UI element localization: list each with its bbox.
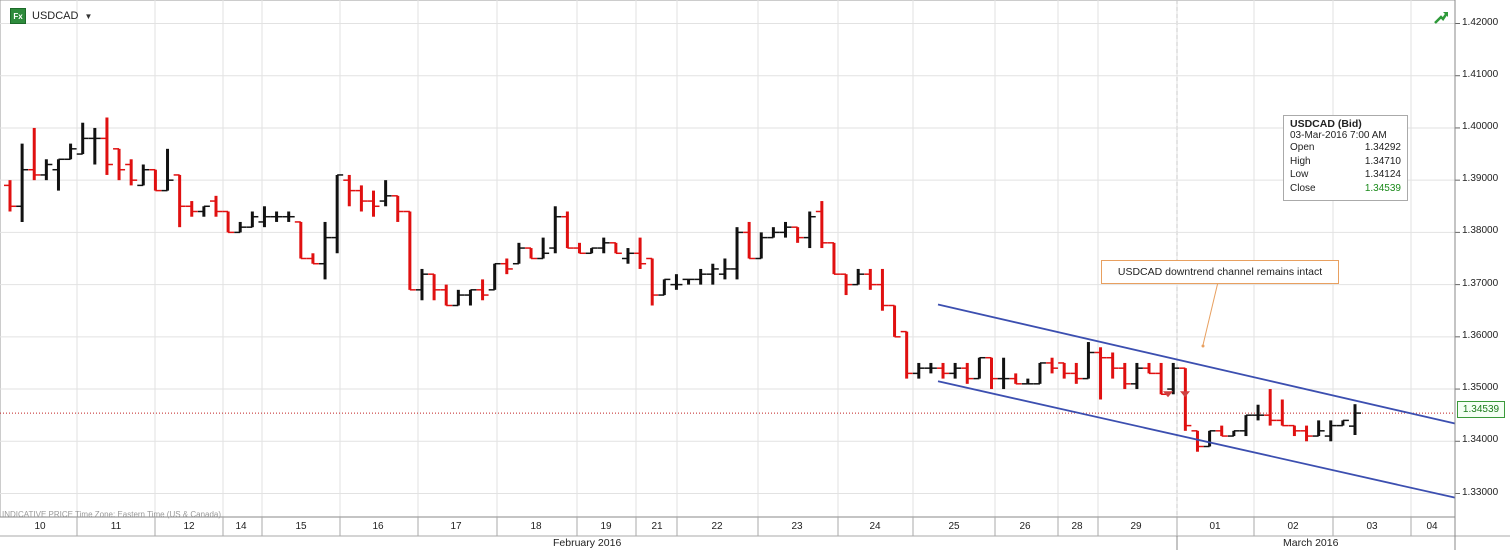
- x-tick-label: 17: [450, 521, 462, 532]
- x-tick-label: 11: [110, 521, 122, 532]
- month-label: March 2016: [1283, 537, 1339, 549]
- x-tick-label: 12: [183, 521, 195, 532]
- annotation-pointer: [1202, 281, 1219, 346]
- x-tick-label: 02: [1287, 521, 1299, 532]
- x-tick-label: 28: [1071, 521, 1083, 532]
- x-tick-label: 10: [34, 521, 46, 532]
- symbol-label: USDCAD: [32, 10, 79, 22]
- ohlc-tooltip: USDCAD (Bid) 03-Mar-2016 7:00 AM Open 1.3…: [1283, 115, 1408, 201]
- x-tick-label: 16: [372, 521, 384, 532]
- y-tick-label: 1.42000: [1462, 16, 1499, 28]
- signal-marker: [1180, 391, 1190, 398]
- x-tick-label: 14: [235, 521, 247, 532]
- channel-lower-line: [937, 380, 1456, 499]
- channel-upper-line: [937, 303, 1456, 425]
- month-label: February 2016: [553, 537, 622, 549]
- y-tick-label: 1.38000: [1462, 225, 1499, 237]
- y-tick-label: 1.34000: [1462, 434, 1499, 446]
- trend-up-icon[interactable]: [1432, 8, 1450, 26]
- signal-marker: [1163, 391, 1173, 398]
- y-tick-label: 1.41000: [1462, 68, 1499, 80]
- y-tick-label: 1.36000: [1462, 329, 1499, 341]
- y-tick-label: 1.33000: [1462, 486, 1499, 498]
- x-tick-label: 18: [530, 521, 542, 532]
- x-tick-label: 26: [1019, 521, 1031, 532]
- annotation-pointer-dot: [1201, 344, 1205, 348]
- y-tick-label: 1.35000: [1462, 382, 1499, 394]
- x-tick-label: 15: [295, 521, 307, 532]
- y-tick-label: 1.39000: [1462, 173, 1499, 185]
- x-tick-label: 24: [869, 521, 881, 532]
- footer-info: INDICATIVE PRICE Time Zone: Eastern Time…: [2, 510, 222, 519]
- trend-annotation: USDCAD downtrend channel remains intact: [1101, 260, 1339, 284]
- tooltip-row-close: Close 1.34539: [1290, 182, 1401, 194]
- x-tick-label: 19: [600, 521, 612, 532]
- caret-down-icon[interactable]: ▼: [84, 11, 93, 21]
- x-tick-label: 22: [711, 521, 723, 532]
- tooltip-row-high: High 1.34710: [1290, 155, 1401, 167]
- last-price-label: 1.34539: [1457, 401, 1505, 418]
- x-tick-label: 03: [1366, 521, 1378, 532]
- symbol-selector[interactable]: Fx USDCAD ▼: [10, 8, 92, 24]
- y-tick-label: 1.37000: [1462, 277, 1499, 289]
- x-tick-label: 25: [948, 521, 960, 532]
- x-tick-label: 21: [651, 521, 663, 532]
- fx-badge-icon: Fx: [10, 8, 26, 24]
- plot-area: [0, 0, 1456, 518]
- tooltip-title: USDCAD (Bid): [1290, 118, 1362, 130]
- tooltip-row-low: Low 1.34124: [1290, 169, 1401, 180]
- x-tick-label: 29: [1130, 521, 1142, 532]
- y-tick-label: 1.40000: [1462, 120, 1499, 132]
- tooltip-datetime: 03-Mar-2016 7:00 AM: [1290, 130, 1387, 141]
- tooltip-row-open: Open 1.34292: [1290, 142, 1401, 153]
- x-tick-label: 01: [1209, 521, 1221, 532]
- x-tick-label: 23: [791, 521, 803, 532]
- x-tick-label: 04: [1426, 521, 1438, 532]
